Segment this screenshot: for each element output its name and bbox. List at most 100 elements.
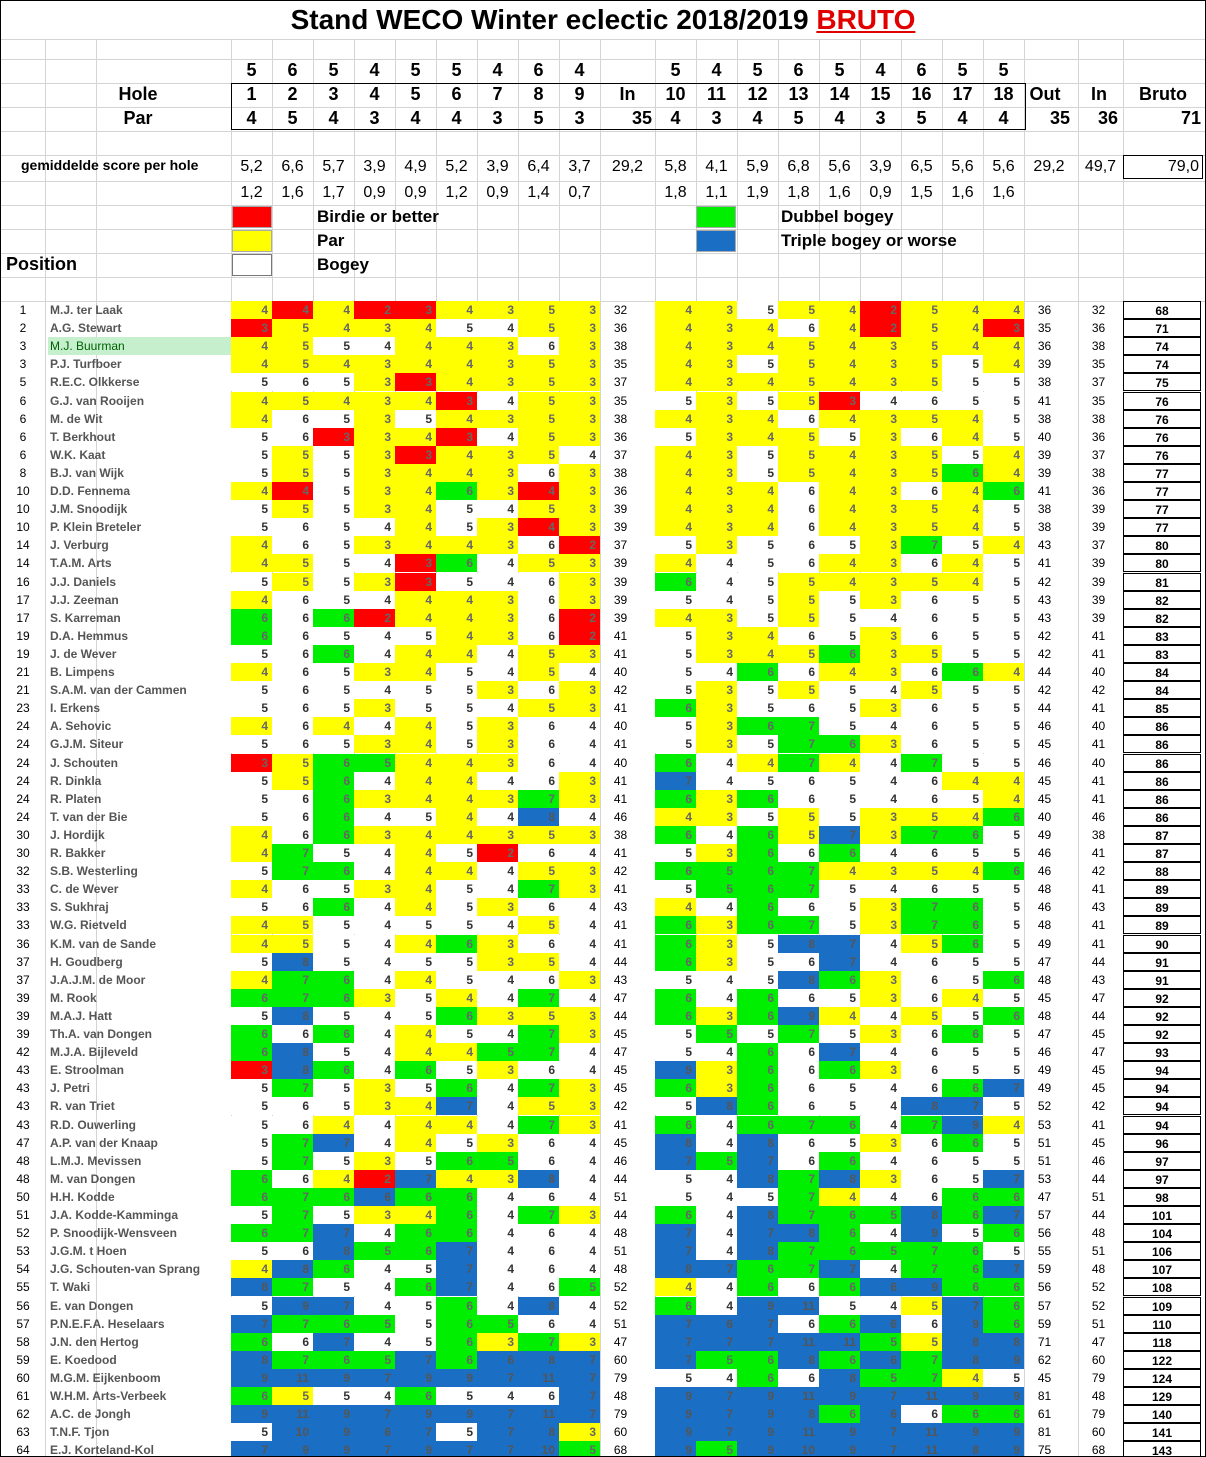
grid-row-line: [1, 301, 1205, 302]
hole-score-cell: 4: [696, 1133, 737, 1152]
hole-score-cell: 4: [559, 916, 600, 935]
hole-score-cell: 8: [737, 1206, 778, 1224]
player-position: 43: [16, 1081, 30, 1096]
in-total: 45: [1091, 1081, 1106, 1096]
hole-score-cell: 4: [395, 644, 436, 663]
in-total: 60: [1091, 1425, 1106, 1440]
hole-score-cell: 5: [395, 699, 436, 718]
hole-score-cell: 4: [354, 898, 395, 917]
hole-score-cell: 4: [231, 536, 272, 555]
hole-score-cell: 4: [559, 988, 600, 1007]
hole-score-cell: 4: [737, 319, 778, 338]
player-position: 3: [19, 357, 27, 372]
front-nine-total: 42: [613, 1099, 628, 1114]
player-name: T. van der Bie: [50, 809, 128, 824]
hole-score-cell: 5: [313, 337, 354, 356]
player-name: A.C. de Jongh: [50, 1407, 131, 1422]
player-row: 10 D.D. Fennema 4 4 5 3 4 6 3 4 3 36 4 3 4 6 4 3 6 4 6 41 36 77: [1, 482, 1205, 500]
player-row: 32 S.B. Westerling 5 7 6 4 4 4 4 5 3 42 6 5 6 7 4 3 5 4 6 46 4…: [1, 862, 1205, 881]
hole-score-cell: 4: [395, 880, 436, 899]
front-nine-total: 39: [613, 502, 628, 517]
hole-score-cell: 7: [395, 1169, 436, 1188]
front-nine-total: 37: [613, 538, 628, 553]
out-total: 42: [1037, 574, 1052, 589]
stroke-index-cell: 5: [834, 60, 845, 80]
player-position: 19: [16, 646, 30, 661]
hole-score-cell: 6: [436, 1332, 477, 1351]
in-total: 41: [1091, 628, 1106, 643]
average-score-cell: 6,4: [527, 158, 550, 175]
hole-score-cell: 5: [983, 717, 1024, 736]
hole-score-cell: 3: [354, 572, 395, 591]
hole-score-cell: 5: [395, 409, 436, 428]
hole-score-cell: 5: [737, 572, 778, 591]
player-name[interactable]: M.J. Buurman: [48, 337, 231, 356]
hole-score-cell: 6: [737, 1006, 778, 1025]
hole-score-cell: 5: [819, 590, 860, 609]
hole-score-cell: 5: [819, 1133, 860, 1152]
player-position: 24: [16, 737, 30, 752]
hole-score-cell: 6: [737, 1097, 778, 1116]
hole-score-cell: 7: [272, 1079, 313, 1098]
hole-score-cell: 6: [436, 1151, 477, 1170]
hole-score-cell: 4: [231, 590, 272, 609]
average-over-par-cell: 1,6: [951, 184, 974, 201]
hole-score-cell: 6: [655, 572, 696, 591]
hole-score-cell: 6: [778, 1043, 819, 1062]
hole-score-cell: 7: [901, 753, 942, 772]
out-total: 55: [1037, 1244, 1052, 1259]
out-total: 41: [1037, 393, 1052, 408]
hole-score-cell: 7: [436, 1278, 477, 1297]
player-name: B. Limpens: [50, 665, 115, 679]
player-name: M. van Dongen: [50, 1171, 136, 1186]
hole-score-cell: 6: [737, 1350, 778, 1369]
hole-score-cell: 5: [942, 970, 983, 989]
hole-score-cell: 4: [983, 663, 1024, 681]
hole-score-cell: 4: [655, 301, 696, 319]
hole-score-cell: 6: [901, 626, 942, 645]
hole-score-cell: 7: [819, 934, 860, 953]
average-over-par-cell: 1,6: [992, 184, 1015, 201]
player-name: S.A.M. van der Cammen: [50, 683, 187, 698]
hole-score-cell: 5: [231, 771, 272, 790]
hole-score-cell: 7: [778, 1187, 819, 1206]
hole-score-cell: 4: [559, 807, 600, 826]
hole-score-cell: 5: [942, 1061, 983, 1080]
front-nine-total: 79: [613, 1370, 628, 1385]
player-position: 60: [16, 1370, 30, 1385]
hole-score-cell: 6: [942, 1133, 983, 1152]
hole-score-cell: 6: [778, 1097, 819, 1116]
hole-score-cell: 5: [655, 663, 696, 681]
hole-score-cell: 6: [231, 1043, 272, 1062]
hole-score-cell: 4: [819, 862, 860, 881]
hole-score-cell: 6: [901, 771, 942, 790]
hole-score-cell: 5: [395, 916, 436, 935]
player-name: A.G. Stewart: [50, 321, 122, 336]
hole-score-cell: 5: [313, 572, 354, 591]
hole-score-cell: 7: [737, 1224, 778, 1243]
hole-score-cell: 5: [518, 427, 559, 446]
hole-score-cell: 4: [860, 1151, 901, 1170]
hole-score-cell: 7: [819, 825, 860, 844]
stroke-index-cell: 5: [752, 60, 763, 80]
hole-score-cell: 4: [395, 663, 436, 681]
hole-score-cell: 4: [231, 355, 272, 374]
player-row: 33 W.G. Rietveld 4 5 5 4 5 5 4 5 4 41 6 3 6 7 5 3 7 6 5 48 41 8…: [1, 916, 1205, 935]
hole-score-cell: 5: [778, 681, 819, 700]
average-over-par-cell: 1,6: [828, 184, 851, 201]
hole-score-cell: 7: [354, 1441, 395, 1456]
hole-score-cell: 8: [778, 934, 819, 953]
hole-score-cell: 9: [655, 1423, 696, 1442]
player-position: 39: [16, 990, 30, 1005]
hole-score-cell: 6: [737, 880, 778, 899]
hole-score-cell: 3: [696, 409, 737, 428]
hole-score-cell: 7: [518, 988, 559, 1007]
hole-score-cell: 10: [518, 1441, 559, 1456]
hole-score-cell: 4: [860, 789, 901, 808]
hole-score-cell: 5: [819, 1097, 860, 1116]
player-row: 48 M. van Dongen 6 6 4 2 7 4 3 8 4 44 5 4 8 7 8 3 6 5 7 53 44 9…: [1, 1169, 1205, 1188]
hole-score-cell: 3: [477, 373, 518, 392]
player-row: 42 M.J.A. Bijleveld 6 8 5 4 4 4 5 7 4 47 5 4 6 6 7 4 6 5 5 46…: [1, 1043, 1205, 1062]
hole-score-cell: 4: [696, 988, 737, 1007]
